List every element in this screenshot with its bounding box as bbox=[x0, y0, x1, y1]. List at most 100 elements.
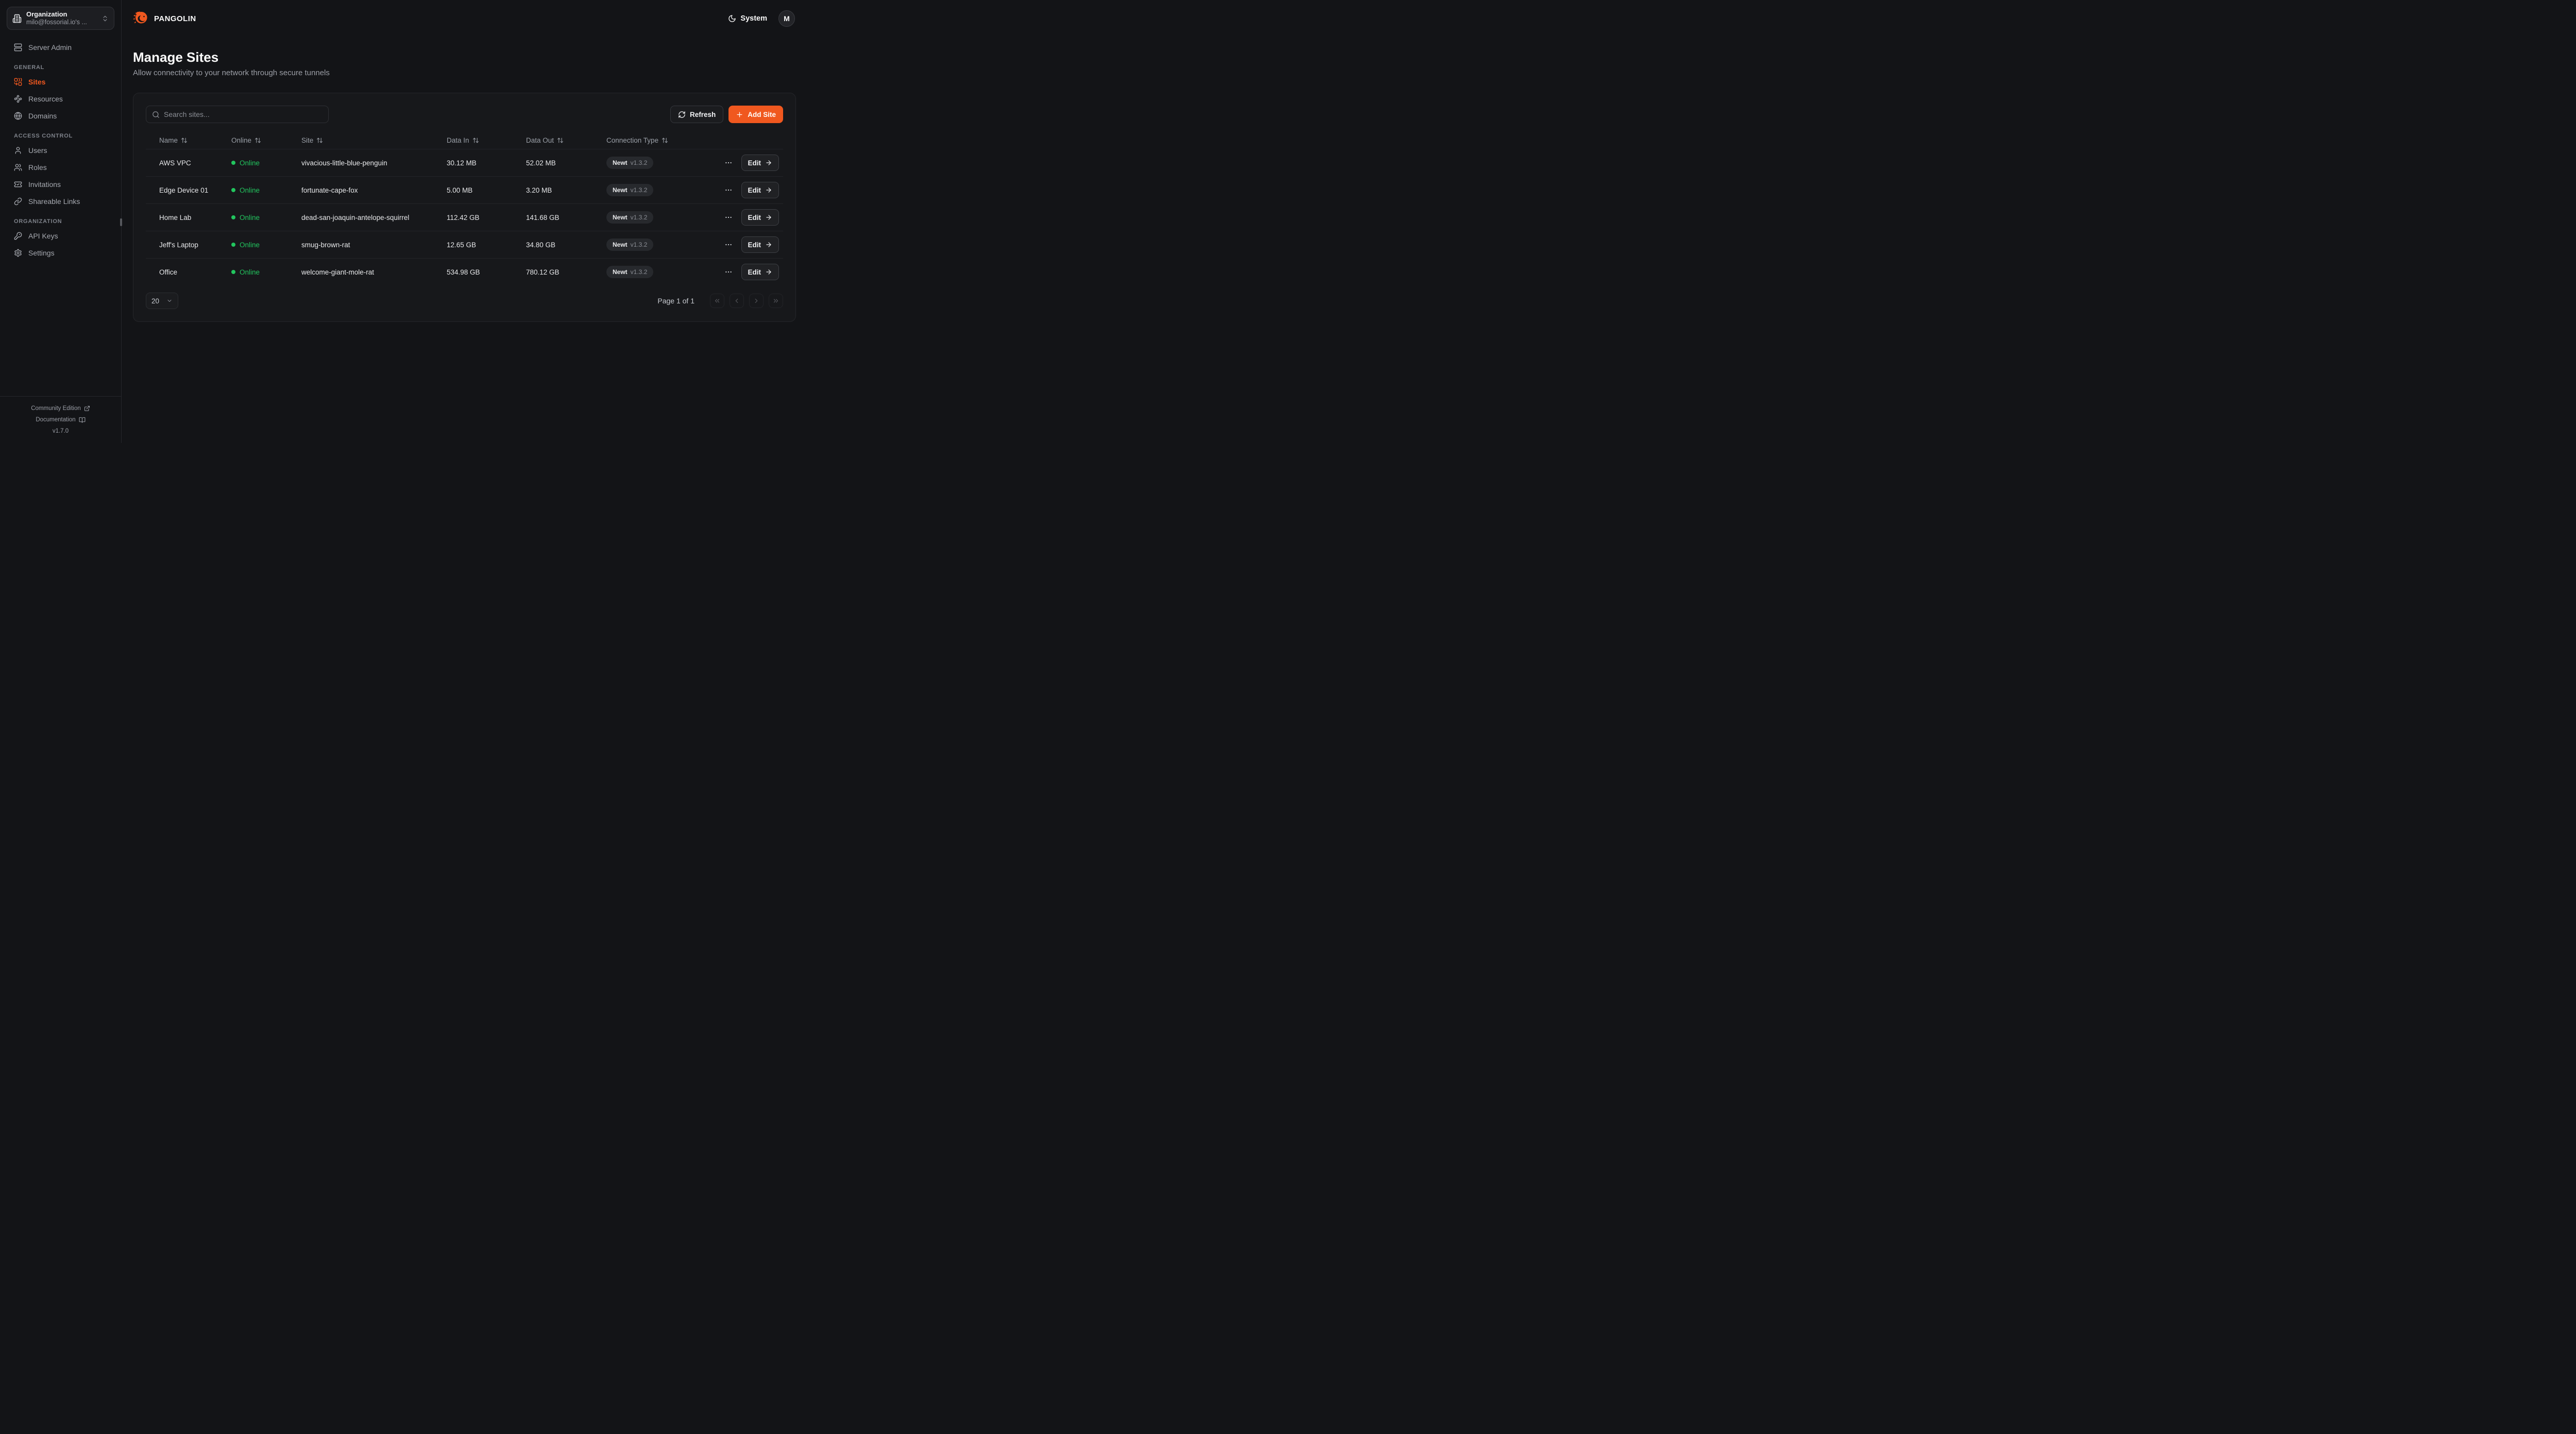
server-icon bbox=[14, 43, 22, 52]
row-name: Office bbox=[159, 268, 178, 276]
row-menu-button[interactable] bbox=[722, 211, 735, 224]
search-box bbox=[146, 106, 329, 123]
sidebar-item-shareable-links[interactable]: Shareable Links bbox=[7, 195, 114, 208]
edit-button[interactable]: Edit bbox=[741, 264, 779, 280]
edit-button[interactable]: Edit bbox=[741, 236, 779, 253]
sidebar-item-server-admin[interactable]: Server Admin bbox=[7, 41, 114, 54]
row-data-in: 5.00 MB bbox=[447, 186, 473, 194]
page-content: Manage Sites Allow connectivity to your … bbox=[122, 37, 808, 322]
row-data-out: 3.20 MB bbox=[526, 186, 552, 194]
edit-button-label: Edit bbox=[748, 186, 761, 194]
row-status: Online bbox=[231, 214, 301, 221]
sidebar-item-settings[interactable]: Settings bbox=[7, 247, 114, 259]
row-data-in: 534.98 GB bbox=[447, 268, 480, 276]
add-site-button-label: Add Site bbox=[748, 110, 776, 118]
sidebar-item-roles[interactable]: Roles bbox=[7, 161, 114, 174]
refresh-button[interactable]: Refresh bbox=[670, 106, 724, 123]
documentation-link[interactable]: Documentation bbox=[5, 414, 116, 425]
link-icon bbox=[14, 197, 22, 206]
arrow-right-icon bbox=[766, 269, 771, 275]
avatar[interactable]: M bbox=[778, 10, 795, 27]
badge-type: Newt bbox=[613, 241, 628, 248]
sidebar-item-users[interactable]: Users bbox=[7, 144, 114, 157]
sidebar-item-label: Server Admin bbox=[28, 43, 72, 52]
page-size-value: 20 bbox=[151, 297, 160, 305]
column-header-name[interactable]: Name bbox=[159, 136, 231, 144]
community-edition-link[interactable]: Community Edition bbox=[5, 403, 116, 414]
edit-button-label: Edit bbox=[748, 241, 761, 249]
org-selector[interactable]: Organization milo@fossorial.io's ... bbox=[7, 7, 114, 30]
sidebar-item-api-keys[interactable]: API Keys bbox=[7, 230, 114, 242]
users-icon bbox=[14, 164, 22, 171]
ellipsis-icon bbox=[725, 244, 732, 246]
row-menu-button[interactable] bbox=[722, 238, 735, 251]
ellipsis-icon bbox=[725, 162, 732, 164]
globe-icon bbox=[14, 112, 22, 120]
arrow-right-icon bbox=[766, 215, 771, 220]
sidebar-resize-handle[interactable] bbox=[120, 218, 122, 226]
row-status-label: Online bbox=[240, 213, 260, 221]
sidebar-item-domains[interactable]: Domains bbox=[7, 110, 114, 122]
chevron-right-icon bbox=[755, 298, 758, 303]
theme-toggle-label: System bbox=[740, 14, 767, 23]
external-link-icon bbox=[84, 406, 90, 411]
next-page-button[interactable] bbox=[749, 294, 764, 308]
column-header-connection-type[interactable]: Connection Type bbox=[606, 136, 728, 144]
edit-button-label: Edit bbox=[748, 268, 761, 276]
sidebar-item-label: Settings bbox=[28, 249, 55, 257]
key-icon bbox=[14, 232, 22, 240]
row-status-label: Online bbox=[240, 241, 260, 249]
documentation-label: Documentation bbox=[36, 417, 76, 423]
row-data-in: 12.65 GB bbox=[447, 241, 477, 249]
add-site-button[interactable]: Add Site bbox=[728, 106, 783, 123]
sites-card: Refresh Add Site Name Online Site Data I… bbox=[133, 93, 796, 322]
online-dot-icon bbox=[231, 270, 235, 274]
book-open-icon bbox=[79, 417, 86, 423]
row-name: Jeff's Laptop bbox=[159, 241, 198, 249]
edit-button[interactable]: Edit bbox=[741, 155, 779, 171]
sidebar-item-label: API Keys bbox=[28, 232, 58, 240]
version-label: v1.7.0 bbox=[52, 428, 69, 434]
moon-icon bbox=[728, 15, 736, 22]
prev-page-button[interactable] bbox=[730, 294, 744, 308]
search-input[interactable] bbox=[164, 110, 323, 118]
column-header-online[interactable]: Online bbox=[231, 136, 301, 144]
edit-button[interactable]: Edit bbox=[741, 209, 779, 226]
row-site: fortunate-cape-fox bbox=[301, 186, 358, 194]
table-row: Edge Device 01 Online fortunate-cape-fox… bbox=[146, 176, 783, 203]
sidebar-nav: Server Admin GENERAL Sites Resources Dom… bbox=[7, 41, 114, 259]
row-data-out: 52.02 MB bbox=[526, 159, 556, 167]
user-icon bbox=[15, 147, 21, 154]
sidebar-item-label: Domains bbox=[28, 112, 57, 120]
column-header-data-out[interactable]: Data Out bbox=[526, 136, 606, 144]
table-row: Office Online welcome-giant-mole-rat 534… bbox=[146, 258, 783, 285]
edit-button[interactable]: Edit bbox=[741, 182, 779, 198]
row-menu-button[interactable] bbox=[722, 157, 735, 169]
page-size-select[interactable]: 20 bbox=[146, 293, 178, 309]
edit-button-label: Edit bbox=[748, 159, 761, 167]
page-subtitle: Allow connectivity to your network throu… bbox=[133, 69, 330, 77]
sidebar-item-label: Sites bbox=[28, 78, 46, 86]
pangolin-logo-icon bbox=[133, 11, 147, 24]
sidebar-item-sites[interactable]: Sites bbox=[7, 76, 114, 88]
page-title: Manage Sites bbox=[133, 49, 219, 65]
row-menu-button[interactable] bbox=[722, 266, 735, 278]
table-row: Jeff's Laptop Online smug-brown-rat 12.6… bbox=[146, 231, 783, 258]
refresh-button-label: Refresh bbox=[689, 110, 716, 118]
sidebar-section-organization: ORGANIZATION bbox=[14, 218, 62, 225]
chevron-down-icon bbox=[167, 300, 172, 302]
badge-version: v1.3.2 bbox=[630, 241, 648, 248]
column-header-data-in[interactable]: Data In bbox=[447, 136, 526, 144]
sidebar-item-invitations[interactable]: Invitations bbox=[7, 178, 114, 191]
sidebar-item-resources[interactable]: Resources bbox=[7, 93, 114, 105]
row-status: Online bbox=[231, 268, 301, 276]
column-header-site[interactable]: Site bbox=[301, 136, 447, 144]
sort-icon bbox=[557, 138, 563, 143]
badge-version: v1.3.2 bbox=[630, 186, 648, 194]
row-name: Edge Device 01 bbox=[159, 186, 209, 194]
sidebar-item-label: Invitations bbox=[28, 180, 61, 189]
row-menu-button[interactable] bbox=[722, 184, 735, 196]
theme-toggle[interactable]: System bbox=[728, 14, 767, 23]
first-page-button[interactable] bbox=[710, 294, 724, 308]
last-page-button[interactable] bbox=[769, 294, 783, 308]
